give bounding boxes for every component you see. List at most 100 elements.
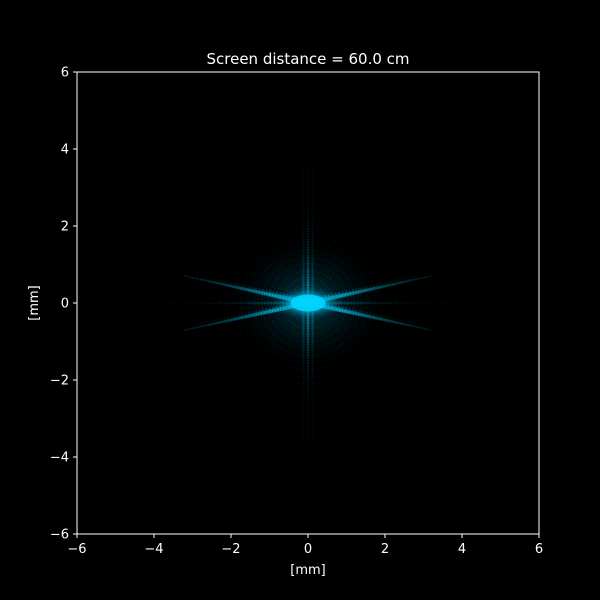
- diagonal-up-arm-dot: [429, 275, 432, 278]
- horizontal-arm-dot: [153, 302, 155, 304]
- diagonal-down-arm-dot: [215, 281, 219, 285]
- diagonal-up-arm-dot: [409, 279, 413, 282]
- diagonal-up-arm-dot: [199, 325, 203, 328]
- diagonal-up-arm-dot: [386, 281, 389, 284]
- vertical-arm-dot: [311, 383, 314, 387]
- vertical-arm-dot: [302, 394, 305, 397]
- chart-title: Screen distance = 60.0 cm: [206, 50, 409, 68]
- diagonal-up-arm-dot: [412, 278, 416, 281]
- diagonal-up-arm-dot: [407, 279, 410, 283]
- horizontal-arm-dot: [430, 302, 433, 304]
- diagonal-down-arm-dot: [252, 289, 257, 294]
- vertical-arm-dot: [302, 267, 305, 271]
- vertical-arm-dot: [311, 438, 314, 440]
- vertical-arm-dot: [311, 356, 314, 360]
- diagonal-up-arm-dot: [189, 327, 192, 330]
- diagonal-up-arm-dot: [255, 310, 258, 313]
- diagonal-up-arm-dot: [199, 322, 202, 325]
- vertical-arm-dot: [311, 435, 314, 438]
- diagonal-up-arm-dot: [231, 317, 235, 322]
- vertical-arm-dot: [306, 232, 310, 236]
- diagonal-up-arm-dot: [239, 315, 244, 320]
- diagonal-down-arm-dot: [369, 312, 372, 315]
- diagonal-up-arm-dot: [237, 314, 240, 317]
- diagonal-up-arm-dot: [374, 286, 378, 290]
- diagonal-down-arm-dot: [400, 319, 403, 322]
- diagonal-up-arm-dot: [399, 281, 402, 285]
- diagonal-down-arm-dot: [372, 313, 375, 316]
- vertical-arm-dot: [307, 438, 309, 440]
- vertical-arm-dot: [306, 335, 310, 338]
- vertical-arm-dot: [302, 354, 305, 357]
- diagonal-down-arm-dot: [205, 279, 208, 282]
- vertical-arm-dot: [306, 329, 310, 333]
- vertical-arm-dot: [311, 408, 314, 411]
- vertical-arm-dot: [301, 324, 305, 328]
- vertical-arm-dot: [311, 251, 314, 255]
- diagonal-down-arm-dot: [426, 328, 429, 331]
- plot-area: [153, 165, 463, 443]
- vertical-arm-dot: [311, 281, 315, 285]
- vertical-arm-dot: [311, 402, 314, 405]
- diagonal-up-arm-dot: [396, 281, 400, 285]
- diagonal-down-arm-dot: [344, 309, 349, 314]
- vertical-arm-dot: [311, 332, 314, 336]
- diagonal-up-arm-dot: [223, 317, 226, 320]
- vertical-arm-dot: [311, 432, 314, 435]
- vertical-arm-dot: [302, 262, 305, 266]
- horizontal-arm-dot: [451, 302, 454, 304]
- vertical-arm-dot: [306, 281, 310, 285]
- vertical-arm-dot: [306, 367, 310, 370]
- diagonal-up-arm-dot: [347, 291, 352, 296]
- horizontal-arm-dot: [196, 302, 199, 304]
- vertical-arm-dot: [311, 184, 314, 187]
- vertical-arm-dot: [307, 184, 309, 187]
- horizontal-arm-dot: [352, 301, 356, 305]
- horizontal-arm-dot: [174, 302, 177, 304]
- vertical-arm-dot: [311, 329, 315, 333]
- vertical-arm-dot: [302, 427, 305, 430]
- diagonal-down-arm-dot: [244, 285, 247, 288]
- diagonal-down-arm-dot: [263, 291, 268, 296]
- vertical-arm-dot: [311, 192, 314, 195]
- vertical-arm-dot: [311, 246, 314, 249]
- vertical-arm-dot: [302, 373, 305, 376]
- vertical-arm-dot: [302, 171, 305, 174]
- diagonal-up-arm-dot: [417, 274, 420, 277]
- diagonal-up-arm-dot: [400, 278, 403, 281]
- vertical-arm-dot: [302, 337, 305, 341]
- diagonal-up-arm-dot: [227, 316, 230, 319]
- horizontal-arm-dot: [442, 302, 445, 304]
- diagonal-down-arm-dot: [210, 277, 212, 280]
- vertical-arm-dot: [302, 440, 305, 443]
- vertical-arm-dot: [302, 345, 305, 349]
- vertical-arm-dot: [302, 235, 305, 238]
- diagonal-up-arm-dot: [341, 291, 344, 294]
- diagonal-down-arm-dot: [194, 277, 197, 280]
- diagonal-up-arm-dot: [215, 321, 219, 325]
- diagonal-up-arm-dot: [261, 308, 264, 311]
- vertical-arm-dot: [311, 187, 314, 190]
- diagonal-up-arm-dot: [255, 312, 260, 317]
- vertical-arm-dot: [306, 343, 310, 346]
- diagonal-down-arm-dot: [396, 321, 400, 325]
- vertical-arm-dot: [302, 421, 305, 424]
- vertical-arm-dot: [306, 345, 310, 349]
- vertical-arm-dot: [302, 181, 305, 184]
- vertical-arm-dot: [307, 216, 309, 219]
- vertical-arm-dot: [311, 208, 314, 211]
- diagonal-down-arm-dot: [365, 311, 368, 314]
- horizontal-arm-dot: [165, 302, 168, 304]
- diagonal-down-arm-dot: [376, 314, 379, 317]
- vertical-arm-dot: [307, 440, 309, 443]
- horizontal-arm-dot: [214, 301, 217, 305]
- diagonal-down-arm-dot: [230, 282, 233, 285]
- horizontal-arm-dot: [193, 302, 195, 304]
- diagonal-up-arm-dot: [393, 282, 397, 286]
- vertical-arm-dot: [306, 251, 310, 255]
- diagonal-up-arm-dot: [366, 287, 370, 292]
- diagonal-up-arm-dot: [385, 284, 389, 288]
- horizontal-arm-dot: [445, 302, 448, 304]
- vertical-arm-dot: [302, 222, 305, 225]
- vertical-arm-dot: [311, 238, 314, 241]
